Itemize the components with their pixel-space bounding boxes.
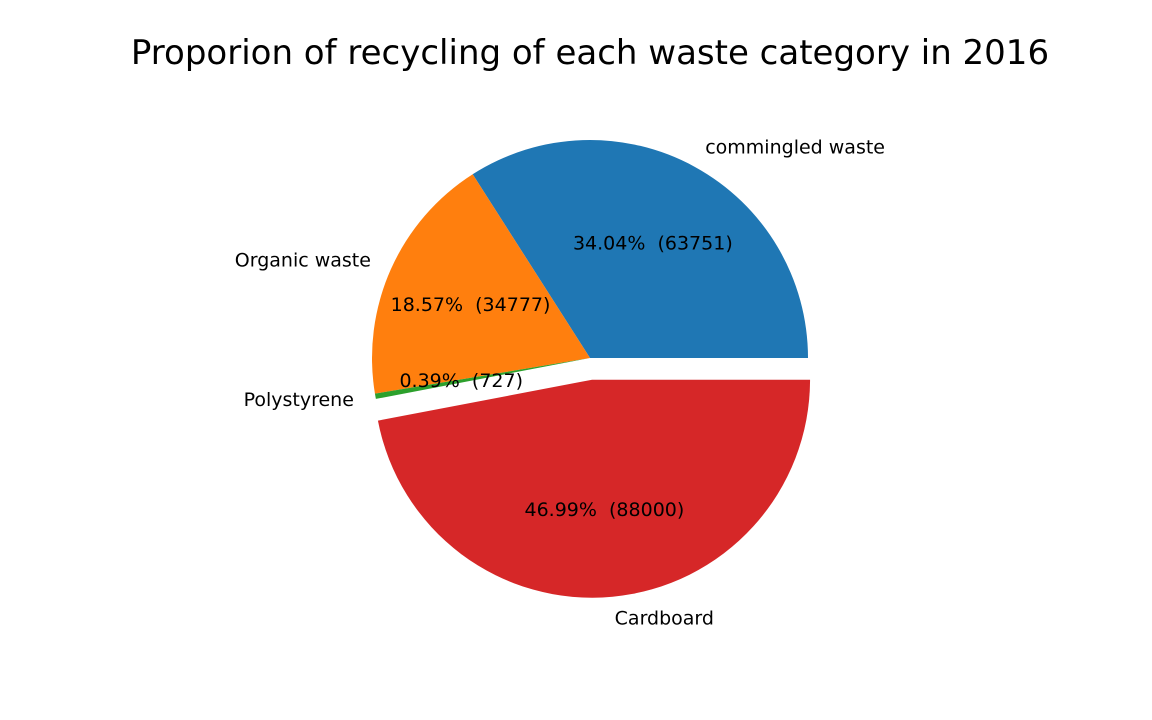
- pie-slice-polystyrene: [374, 358, 590, 399]
- pie-slice-organic-waste: [372, 174, 590, 394]
- pct-label-commingled-waste: 34.04% (63751): [573, 232, 733, 254]
- slice-label-organic-waste: Organic waste: [235, 249, 371, 271]
- slice-label-cardboard: Cardboard: [615, 607, 714, 629]
- pie-slice-commingled-waste: [472, 140, 808, 358]
- slice-label-polystyrene: Polystyrene: [244, 389, 354, 411]
- pct-label-polystyrene: 0.39% (727): [399, 370, 523, 392]
- pie-slices: [372, 140, 811, 598]
- pct-label-organic-waste: 18.57% (34777): [391, 294, 551, 316]
- chart-title: Proporion of recycling of each waste cat…: [130, 33, 1050, 73]
- pie-labels: commingled waste 34.04% (63751) Organic wa…: [235, 137, 885, 630]
- pct-label-cardboard: 46.99% (88000): [524, 499, 684, 521]
- slice-label-commingled-waste: commingled waste: [705, 137, 885, 159]
- pie-slice-cardboard: [377, 379, 811, 598]
